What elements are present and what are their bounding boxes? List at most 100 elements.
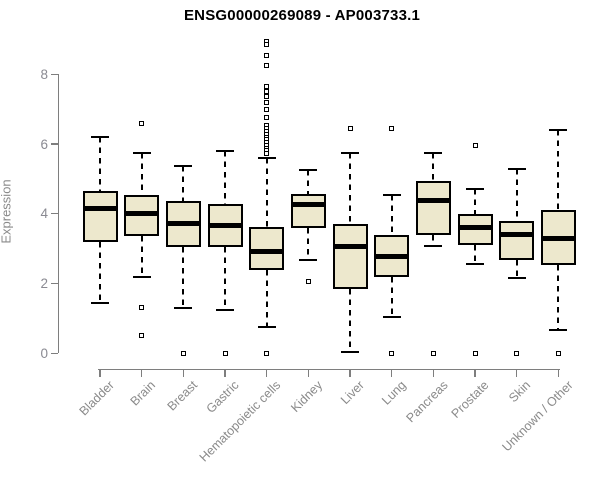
median-liver [332, 244, 368, 250]
outlier-point-lung [389, 125, 395, 131]
box-skin [499, 221, 535, 261]
x-tick-label-gastric: Gastric [204, 378, 242, 416]
outlier-point-pancreas [430, 350, 436, 356]
lower-whisker-cap-unknown-other [549, 329, 568, 332]
lower-whisker-cap-liver [341, 350, 360, 353]
lower-whisker-cap-lung [382, 315, 401, 318]
outlier-point-lung [389, 350, 395, 356]
lower-whisker-cap-hematopoietic-cells [257, 326, 276, 329]
lower-whisker-cap-pancreas [424, 245, 443, 248]
lower-whisker-cap-bladder [91, 301, 109, 304]
y-axis-label: Expression [0, 179, 14, 244]
x-tick-mark [349, 370, 351, 377]
lower-whisker-hematopoietic-cells [265, 269, 268, 328]
upper-whisker-breast [182, 165, 185, 202]
x-tick-label-kidney: Kidney [288, 378, 326, 415]
lower-whisker-bladder [99, 241, 101, 303]
lower-whisker-cap-skin [507, 277, 526, 280]
upper-whisker-prostate [474, 189, 476, 215]
upper-whisker-liver [349, 152, 351, 225]
upper-whisker-cap-kidney [299, 168, 318, 171]
y-tick-label: 4 [40, 206, 48, 222]
upper-whisker-brain [140, 152, 143, 195]
lower-whisker-unknown-other [557, 265, 560, 331]
median-pancreas [415, 198, 451, 204]
lower-whisker-cap-prostate [466, 263, 485, 266]
y-axis-line [58, 74, 60, 354]
x-tick-label-liver: Liver [337, 378, 367, 408]
median-prostate [457, 224, 493, 230]
x-tick-mark [224, 370, 226, 377]
y-tick-label: 2 [40, 276, 48, 291]
outlier-point-unknown-other [555, 350, 561, 356]
outlier-point-brain [139, 120, 145, 126]
upper-whisker-cap-unknown-other [549, 129, 568, 132]
median-skin [499, 232, 535, 238]
upper-whisker-hematopoietic-cells [265, 157, 268, 227]
upper-whisker-skin [515, 169, 518, 222]
x-tick-label-skin: Skin [506, 378, 534, 406]
median-kidney [290, 202, 326, 208]
upper-whisker-cap-pancreas [424, 152, 443, 155]
box-hematopoietic-cells [249, 227, 285, 270]
lower-whisker-skin [515, 260, 518, 279]
x-tick-label-prostate: Prostate [449, 378, 492, 421]
outlier-point-liver [347, 125, 353, 131]
lower-whisker-kidney [307, 227, 310, 260]
lower-whisker-brain [140, 236, 143, 277]
upper-whisker-cap-breast [174, 164, 193, 167]
outlier-point-prostate [472, 350, 478, 356]
upper-whisker-cap-liver [341, 151, 360, 154]
box-kidney [290, 193, 326, 228]
outlier-point-hematopoietic-cells [264, 99, 270, 105]
lower-whisker-cap-brain [132, 275, 151, 278]
outlier-point-hematopoietic-cells [264, 151, 270, 157]
box-prostate [457, 214, 493, 246]
outlier-point-hematopoietic-cells [264, 89, 270, 95]
x-tick-mark [474, 370, 476, 377]
upper-whisker-lung [390, 195, 393, 236]
outlier-point-hematopoietic-cells [264, 42, 270, 48]
y-tick-mark [51, 282, 59, 285]
x-tick-mark [265, 370, 268, 377]
chart-title: ENSG00000269089 - AP003733.1 [183, 7, 421, 24]
x-tick-mark [432, 370, 435, 377]
lower-whisker-prostate [474, 245, 476, 265]
y-tick-mark [51, 352, 59, 354]
outlier-point-breast [180, 350, 186, 356]
outlier-point-hematopoietic-cells [264, 63, 270, 69]
median-unknown-other [540, 235, 576, 241]
x-tick-mark [307, 370, 310, 377]
x-tick-label-lung: Lung [379, 378, 409, 408]
median-breast [165, 220, 201, 226]
outlier-point-gastric [222, 350, 228, 356]
lower-whisker-gastric [224, 246, 226, 310]
median-hematopoietic-cells [249, 248, 285, 254]
x-tick-mark [140, 370, 143, 377]
upper-whisker-kidney [307, 169, 310, 194]
x-axis-line [98, 369, 561, 371]
upper-whisker-cap-prostate [466, 188, 485, 191]
x-tick-mark [557, 370, 560, 377]
lower-whisker-liver [349, 288, 351, 352]
outlier-point-hematopoietic-cells [264, 52, 270, 58]
lower-whisker-pancreas [432, 235, 435, 247]
y-tick-label: 8 [40, 66, 48, 82]
median-gastric [207, 222, 243, 228]
upper-whisker-cap-skin [507, 168, 526, 171]
upper-whisker-cap-bladder [91, 136, 109, 139]
upper-whisker-cap-hematopoietic-cells [257, 156, 276, 159]
lower-whisker-cap-gastric [216, 308, 234, 311]
y-tick-label: 6 [40, 136, 48, 152]
x-tick-mark [99, 370, 101, 377]
upper-whisker-cap-brain [132, 151, 151, 154]
outlier-point-hematopoietic-cells [264, 83, 270, 89]
upper-whisker-pancreas [432, 153, 435, 181]
upper-whisker-unknown-other [557, 130, 560, 211]
outlier-point-kidney [305, 279, 311, 285]
median-lung [374, 254, 410, 260]
median-bladder [82, 206, 118, 212]
y-tick-mark [51, 213, 59, 215]
lower-whisker-lung [390, 276, 393, 317]
